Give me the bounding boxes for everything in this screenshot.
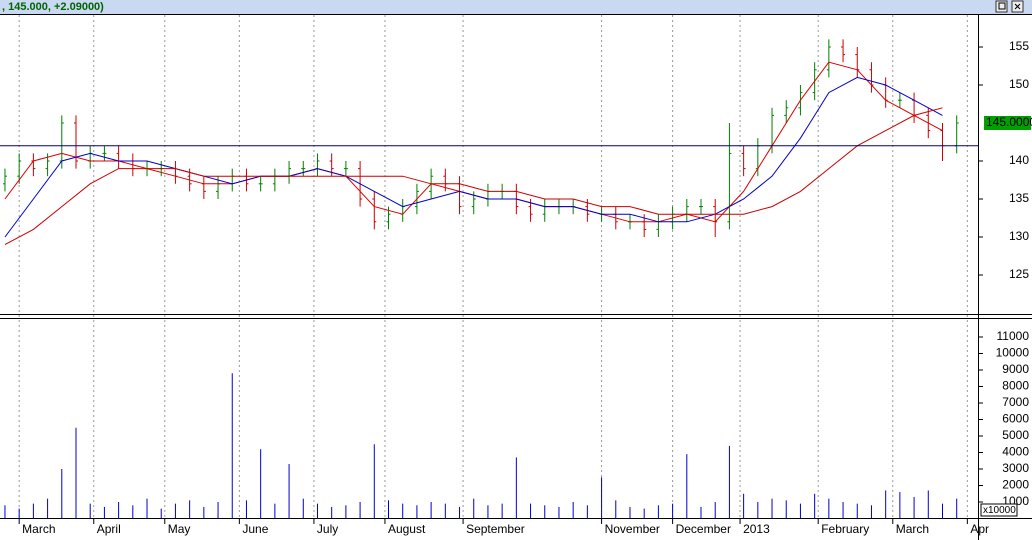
x-tick-label: April [97,522,121,536]
x-tick-label: March [22,522,55,536]
y-tick-label: 130 [1009,229,1029,243]
x-tick-label: December [676,522,731,536]
moving-average [4,76,943,238]
y-tick-label: 11000 [997,329,1030,343]
y-tick-label: 140 [1009,153,1029,167]
restore-icon [998,2,1006,10]
restore-button[interactable] [995,0,1008,13]
last-price-box [984,116,1031,130]
x-tick-label: November [605,522,660,536]
y-tick-label: 8000 [1002,379,1029,393]
moving-average [4,107,943,246]
title-bar [0,0,1032,14]
x-tick-label: September [466,522,525,536]
close-icon [1014,3,1021,10]
y-tick-label: 125 [1009,267,1029,281]
last-price-label: 145.0000 [986,115,1032,129]
y-tick-label: 135 [1009,191,1029,205]
y-tick-label: 7000 [1002,395,1029,409]
y-tick-label: 6000 [1002,412,1029,426]
y-tick-label: 150 [1009,77,1029,91]
y-tick-label: 2000 [1002,478,1029,492]
unit-box [980,503,1018,517]
y-tick-label: 9000 [1002,362,1029,376]
y-tick-label: 155 [1009,39,1029,53]
unit-label: x10000 [983,505,1016,516]
y-tick-label: 10000 [996,346,1030,360]
x-tick-label: July [317,522,338,536]
x-tick-label: August [388,522,426,536]
y-tick-label: 3000 [1002,461,1029,475]
x-tick-label: May [168,522,191,536]
y-tick-label: 5000 [1002,428,1029,442]
y-tick-label: 4000 [1002,445,1029,459]
x-tick-label: February [821,522,869,536]
x-tick-label: Apr [970,522,989,536]
x-tick-label: 2013 [743,522,770,536]
x-tick-label: June [242,522,268,536]
x-tick-label: March [896,522,929,536]
title: , 145.000, +2.09000) [2,1,104,13]
